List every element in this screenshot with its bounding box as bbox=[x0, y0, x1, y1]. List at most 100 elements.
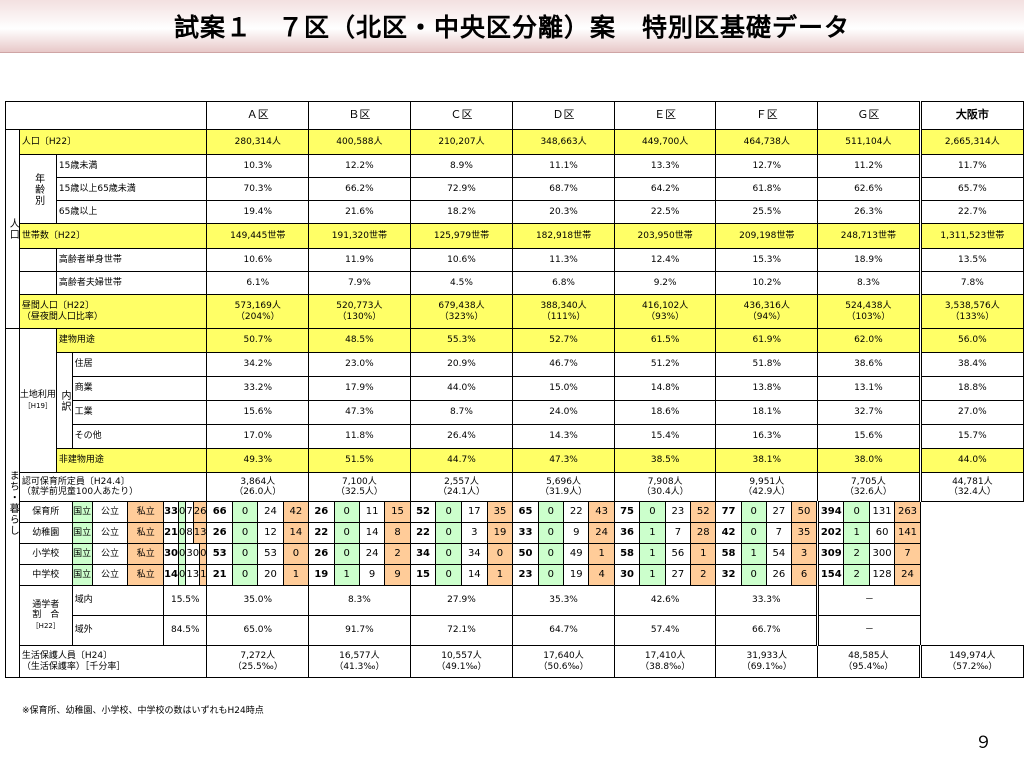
national-label: 国立 bbox=[71, 564, 93, 586]
nursery-capacity-label-line-2: （就学前児童100人あたり） bbox=[21, 487, 139, 497]
building-use-value: 62.0% bbox=[817, 328, 921, 353]
school-count-private: 141 bbox=[895, 523, 920, 543]
school-count-national: 0 bbox=[179, 544, 187, 564]
school-type-label: 中学校 bbox=[18, 564, 73, 586]
school-count-public: 26 bbox=[767, 565, 792, 585]
school-count-public: 3 bbox=[462, 523, 488, 543]
commute-outside-value: 84.5% bbox=[163, 615, 208, 646]
nursery-cap-value-line-1: 9,951人 bbox=[749, 476, 785, 487]
welfare-people-value: 17,410人 （38.8‰） bbox=[613, 645, 717, 678]
welfare-people-value: 48,585人 （95.4‰） bbox=[817, 645, 921, 678]
school-count-national: 0 bbox=[334, 544, 360, 564]
daytime-pop-value: 524,438人 （103%） bbox=[817, 294, 921, 329]
private-label: 私立 bbox=[127, 564, 165, 586]
commercial-value: 13.8% bbox=[715, 376, 819, 401]
elderly-couple-value: 10.2% bbox=[715, 271, 819, 295]
row-school-nursery: 保育所 国立 公立 私立 33 0 7 26 66 0 24 42 26 0 11 15 52 0 17 35 65 0 2… bbox=[6, 501, 1024, 523]
building-use-value: 50.7% bbox=[206, 328, 310, 353]
other-value: 11.8% bbox=[308, 424, 411, 449]
elderly-single-value: 18.9% bbox=[817, 248, 921, 272]
school-count-total: 50 bbox=[514, 544, 539, 564]
school-count-group: 34 0 34 0 bbox=[409, 543, 514, 565]
school-count-national: 0 bbox=[538, 502, 565, 522]
school-count-public: 14 bbox=[462, 565, 488, 585]
school-count-national: 0 bbox=[538, 565, 565, 585]
school-count-group: 32 0 26 6 bbox=[715, 564, 819, 586]
row-welfare: 生活保護人員〔H24〕 （生活保護率）［千分率］ 7,272人 （25.5‰） 16,5… bbox=[6, 645, 1024, 678]
national-label: 国立 bbox=[71, 543, 93, 565]
population-value: 400,588人 bbox=[308, 129, 411, 155]
school-count-private: 2 bbox=[691, 565, 715, 585]
school-count-subcells: 22 0 3 19 bbox=[411, 523, 512, 543]
indent-cell bbox=[18, 248, 57, 272]
industrial-value: 24.0% bbox=[512, 400, 615, 425]
school-count-total: 58 bbox=[615, 544, 641, 564]
school-count-group: 33 0 7 26 bbox=[163, 501, 208, 523]
school-count-private: 0 bbox=[200, 544, 206, 564]
school-count-public: 7 bbox=[186, 502, 194, 522]
households-value: 182,918世帯 bbox=[512, 223, 615, 249]
school-count-total: 77 bbox=[717, 502, 742, 522]
school-count-private: 9 bbox=[385, 565, 410, 585]
age-under15-value: 11.1% bbox=[512, 154, 615, 178]
nursery-cap-value: 44,781人 （32.4人） bbox=[918, 472, 1024, 502]
school-count-subcells: 14 0 13 1 bbox=[165, 565, 206, 585]
nursery-cap-value-line-1: 7,100人 bbox=[342, 476, 377, 487]
households-value: 1,311,523世帯 bbox=[918, 223, 1024, 249]
school-count-national: 0 bbox=[232, 523, 259, 543]
row-school-junior-high: 中学校 国立 公立 私立 14 0 13 1 21 0 20 1 19 1 9 9 15 0 14 1 23 0 19 4 30… bbox=[6, 564, 1024, 586]
welfare-people-value-line-1: 31,933人 bbox=[746, 651, 788, 662]
indent-cell bbox=[18, 271, 57, 295]
school-type-label: 保育所 bbox=[18, 501, 73, 523]
school-count-subcells: 21 0 8 13 bbox=[165, 523, 206, 543]
welfare-people-value-line-2: （57.2‰） bbox=[947, 661, 998, 672]
public-label: 公立 bbox=[91, 543, 129, 565]
non-building-value: 44.7% bbox=[409, 448, 514, 473]
daytime-pop-value: 679,438人 （323%） bbox=[409, 294, 514, 329]
nursery-cap-value: 7,908人 （30.4人） bbox=[613, 472, 717, 502]
industrial-value: 18.1% bbox=[715, 400, 819, 425]
school-count-national: 0 bbox=[334, 523, 360, 543]
commute-outside-value: － bbox=[816, 615, 921, 646]
school-count-subcells: 26 0 12 14 bbox=[208, 523, 308, 543]
elderly-single-value: 11.3% bbox=[512, 248, 615, 272]
school-count-public: 34 bbox=[462, 544, 488, 564]
school-count-private: 24 bbox=[589, 523, 614, 543]
school-type-label: 幼稚園 bbox=[18, 522, 73, 544]
school-count-private: 19 bbox=[487, 523, 512, 543]
page-title: 試案１ ７区（北区・中央区分離）案 特別区基礎データ bbox=[173, 13, 850, 42]
row-age-65plus: 65歳以上 19.4% 21.6% 18.2% 20.3% 22.5% 25.5% 26.3%… bbox=[6, 200, 1024, 224]
age-under15-value: 12.2% bbox=[308, 154, 411, 178]
commute-inside-value: 8.3% bbox=[308, 585, 411, 616]
school-count-national: 1 bbox=[640, 544, 666, 564]
school-count-total: 309 bbox=[821, 544, 845, 564]
school-count-subcells: 53 0 53 0 bbox=[208, 544, 308, 564]
residential-value: 23.0% bbox=[308, 352, 411, 377]
school-count-public: 131 bbox=[870, 502, 896, 522]
row-non-building: 非建物用途 49.3% 51.5% 44.7% 47.3% 38.5% 38.1% 38.0%… bbox=[6, 448, 1024, 473]
school-count-public: 60 bbox=[870, 523, 896, 543]
commute-label-line-3: ［H22］ bbox=[31, 621, 60, 630]
school-count-public: 17 bbox=[462, 502, 488, 522]
school-count-group: 42 0 7 35 bbox=[715, 522, 819, 544]
school-count-private: 35 bbox=[791, 523, 817, 543]
age-under15-value: 8.9% bbox=[409, 154, 514, 178]
other-value: 17.0% bbox=[206, 424, 310, 449]
commercial-value: 33.2% bbox=[206, 376, 310, 401]
school-count-subcells: 33 0 9 24 bbox=[514, 523, 614, 543]
households-value: 248,713世帯 bbox=[817, 223, 921, 249]
commute-inside-label: 域内 bbox=[71, 585, 165, 616]
welfare-people-value: 16,577人 （41.3‰） bbox=[308, 645, 411, 678]
school-count-subcells: 77 0 27 50 bbox=[717, 502, 817, 522]
school-count-subcells: 66 0 24 42 bbox=[208, 502, 308, 522]
row-commute-outside: 域外 84.5% 65.0% 91.7% 72.1% 64.7% 57.4% 66.7% － bbox=[6, 615, 1024, 646]
row-building-use: まち・暮らし 土地利用 ［H19］ 建物用途 50.7% 48.5% 55.3% 52.7% 6… bbox=[5, 328, 1024, 678]
school-count-subcells: 58 1 54 3 bbox=[717, 544, 817, 564]
school-count-total: 53 bbox=[208, 544, 233, 564]
landuse-group-label: 土地利用 ［H19］ bbox=[18, 328, 57, 473]
population-value: 210,207人 bbox=[409, 129, 514, 155]
school-count-group: 53 0 53 0 bbox=[206, 543, 310, 565]
elderly-couple-value: 4.5% bbox=[409, 271, 514, 295]
population-value: 2,665,314人 bbox=[918, 129, 1024, 155]
school-count-national: 1 bbox=[844, 523, 870, 543]
